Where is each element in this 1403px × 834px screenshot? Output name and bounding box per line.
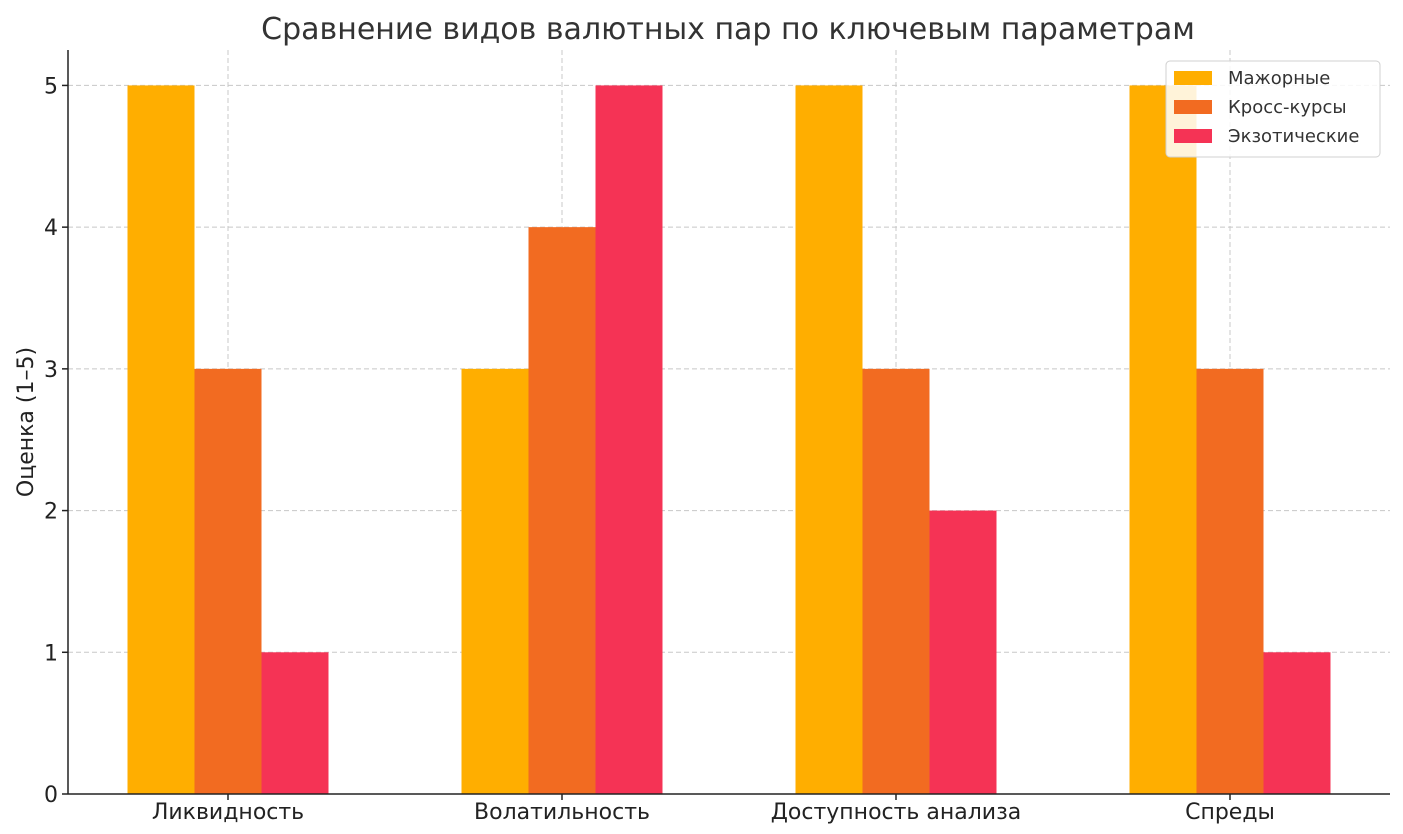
y-tick-label-5: 5 (44, 74, 58, 99)
legend-box (1165, 60, 1381, 158)
x-tick-label-3: Спреды (1185, 800, 1275, 825)
y-tick-label-0: 0 (44, 783, 58, 808)
legend: Мажорные Кросс-курсы Экзотические (1165, 60, 1381, 158)
x-tick-label-1: Волатильность (474, 800, 650, 825)
legend-swatch-1 (1174, 100, 1212, 114)
bar-series0-cat2 (795, 85, 863, 794)
bar-series2-cat1 (595, 85, 663, 794)
bar-series0-cat3 (1129, 85, 1197, 794)
x-tick-label-0: Ликвидность (152, 800, 304, 825)
legend-swatch-2 (1174, 129, 1212, 143)
y-tick-label-2: 2 (44, 500, 58, 525)
bar-series0-cat0 (127, 85, 195, 794)
legend-label-0: Мажорные (1228, 68, 1330, 89)
bars (127, 85, 1331, 795)
bar-series2-cat2 (929, 510, 997, 794)
legend-label-1: Кросс-курсы (1228, 97, 1347, 118)
y-tick-label-1: 1 (44, 641, 58, 666)
bar-series2-cat0 (261, 652, 329, 794)
bar-series0-cat1 (461, 368, 529, 794)
bar-series1-cat3 (1196, 368, 1264, 794)
y-tick-label-4: 4 (44, 216, 58, 241)
y-axis-label: Оценка (1–5) (14, 347, 39, 497)
bar-series1-cat0 (194, 368, 262, 794)
legend-label-2: Экзотические (1228, 126, 1359, 147)
bar-series2-cat3 (1263, 652, 1331, 794)
y-tick-labels: 0 1 2 3 4 5 (44, 74, 68, 808)
bar-series1-cat2 (862, 368, 930, 794)
y-tick-label-3: 3 (44, 358, 58, 383)
bar-series1-cat1 (528, 227, 596, 795)
legend-swatch-0 (1174, 71, 1212, 85)
x-tick-label-2: Доступность анализа (771, 800, 1022, 825)
x-tick-labels: Ликвидность Волатильность Доступность анал… (152, 794, 1275, 825)
chart-title: Сравнение видов валютных пар по ключевым… (261, 12, 1195, 47)
